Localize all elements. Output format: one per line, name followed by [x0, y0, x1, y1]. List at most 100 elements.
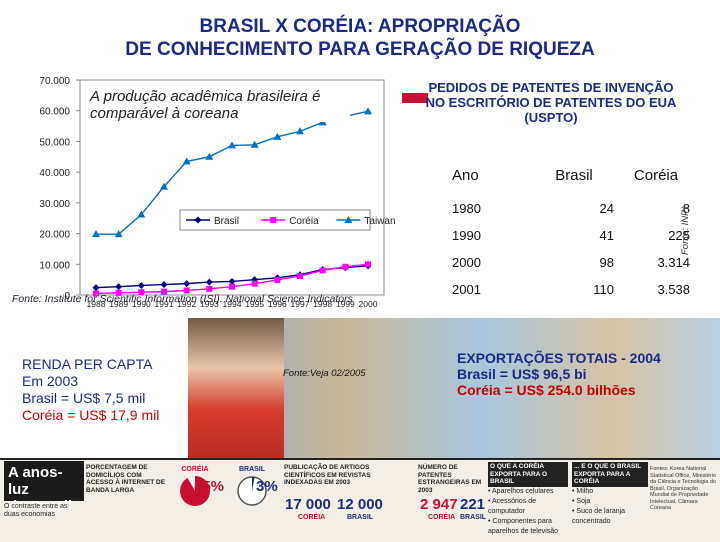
page-title-line-2: DE CONHECIMENTO PARA GERAÇÃO DE RIQUEZA — [125, 39, 595, 60]
data-point — [344, 216, 353, 223]
data-point — [229, 283, 235, 290]
x-tick-label: 1992 — [177, 299, 196, 309]
data-point — [296, 127, 304, 135]
brazil-exports-title: ... E O QUE O BRASIL EXPORTA PARA A CORÉ… — [572, 462, 648, 487]
x-tick-label: 1993 — [200, 299, 219, 309]
broadband-brasil-value: 3% — [256, 478, 278, 495]
list-item-label: Milho — [576, 487, 594, 495]
patents-count-label-1: CORÉIA — [428, 514, 456, 521]
x-axis: 1988 1989 1990 1991 1992 1993 1994 1995 1996 1997… — [87, 299, 378, 309]
brasil-cell: 110 — [593, 282, 614, 297]
legend-label: Brasil — [214, 216, 239, 227]
articles-coreia-label: CORÉIA — [298, 514, 326, 521]
data-point — [160, 281, 168, 289]
y-tick-label: 30.000 — [39, 199, 70, 210]
y-tick-label: 50.000 — [39, 137, 70, 148]
infographic-headline: A anos-luz do Brasil — [4, 461, 84, 515]
y-tick-label: 0 — [64, 291, 70, 302]
list-item-label: Soja — [576, 497, 591, 505]
coreia-pie-icon — [180, 476, 210, 506]
y-tick-label: 10.000 — [39, 260, 70, 271]
articles-coreia-value: 17 000 — [285, 496, 331, 513]
income-title: RENDA PER CAPTA — [22, 356, 153, 372]
bullet-icon: • — [572, 497, 577, 505]
legend-item: Taiwan — [336, 216, 396, 227]
broadband-coreia-value: 85% — [194, 478, 225, 495]
list-item: • Milho — [572, 487, 648, 497]
income-brasil: Brasil = US$ 7,5 mil — [22, 390, 146, 406]
articles-title: PUBLICAÇÃO DE ARTIGOS CIENTÍFICOS EM REV… — [284, 464, 371, 486]
x-tick-label: 1991 — [155, 299, 174, 309]
list-item: • Acessórios de computador — [488, 497, 568, 517]
coreia-cell: 3.314 — [657, 255, 690, 270]
articles-brasil-value: 12 000 — [337, 496, 383, 513]
data-point — [194, 216, 202, 224]
x-tick-label: 1999 — [336, 299, 355, 309]
exports-block: EXPORTAÇÕES TOTAIS - 2004 Brasil = US$ 9… — [457, 350, 661, 398]
data-point — [92, 230, 100, 238]
data-point — [250, 140, 259, 148]
data-point — [273, 132, 282, 140]
bullet-icon: • — [572, 507, 577, 515]
list-item: • Aparelhos celulares — [488, 487, 568, 497]
table-row: 1990 41 225 — [430, 223, 692, 250]
year-cell: 1990 — [452, 228, 481, 243]
headline-line-1: A anos-luz — [8, 464, 63, 498]
column-header: Brasil — [555, 167, 593, 184]
column-header: Ano — [452, 167, 479, 184]
data-point — [161, 288, 167, 295]
x-tick-label: 1998 — [313, 299, 332, 309]
data-point — [92, 284, 100, 292]
brazil-exports-block: ... E O QUE O BRASIL EXPORTA PARA A CORÉ… — [572, 462, 648, 527]
coreia-cell: 225 — [668, 228, 690, 243]
broadband-brasil: BRASIL — [226, 466, 278, 514]
coreia-cell: 8 — [682, 201, 690, 216]
uspto-title: PEDIDOS DE PATENTES DE INVENÇÃO NO ESCRI… — [425, 80, 677, 125]
x-tick-label: 2000 — [359, 299, 378, 309]
y-axis: 0 10.000 20.000 30.000 40.000 50.000 60.000 70.… — [39, 76, 80, 302]
data-point — [183, 287, 190, 294]
bullet-icon: • — [488, 517, 493, 525]
chart-source: Fonte: Institute for Scientific Informat… — [12, 293, 353, 305]
broadband-coreia: CORÉIA — [166, 466, 224, 514]
legend-item: Coréia — [261, 216, 319, 227]
exports-coreia: Coréia = US$ 254.0 bilhões — [457, 382, 636, 398]
veja-source: Fonte:Veja 02/2005 — [283, 368, 366, 379]
student-photo — [188, 318, 284, 460]
list-item: • Componentes para aparelhos de televisã… — [488, 517, 568, 537]
brasil-cell: 24 — [599, 201, 614, 216]
data-point — [206, 285, 213, 292]
data-point — [319, 267, 326, 274]
list-item-label: Acessórios de computador — [488, 497, 536, 515]
patents-table: Ano Brasil Coréia 1980 24 8 1990 41 225 … — [430, 163, 692, 304]
exports-title: EXPORTAÇÕES TOTAIS - 2004 — [457, 350, 661, 366]
chart-title: A produção acadêmica brasileira é compar… — [90, 88, 350, 122]
brasil-cell: 41 — [599, 228, 614, 243]
data-point — [138, 289, 145, 296]
data-point — [205, 152, 214, 160]
y-tick-label: 60.000 — [39, 107, 70, 118]
series-coria — [93, 261, 371, 297]
list-item: • Suco de laranja concentrado — [572, 507, 648, 527]
data-point — [205, 278, 213, 286]
data-point — [251, 280, 258, 287]
data-point — [182, 157, 191, 165]
exports-brasil: Brasil = US$ 96,5 bi — [457, 366, 587, 382]
bullet-icon: • — [572, 487, 577, 495]
data-point — [183, 280, 191, 288]
page-title-line-1: BRASIL X CORÉIA: APROPRIAÇÃO — [199, 16, 521, 37]
infographic-sources: Fontes: Korea National Statistical Offic… — [650, 466, 716, 511]
broadband-block: PORCENTAGEM DE DOMICÍLIOS COM ACESSO À I… — [86, 464, 166, 494]
korea-exports-title: O QUE A CORÉIA EXPORTA PARA O BRASIL — [488, 462, 568, 487]
data-point — [228, 141, 236, 149]
x-tick-label: 1996 — [268, 299, 287, 309]
year-cell: 1980 — [452, 201, 481, 216]
articles-brasil-label: BRASIL — [347, 514, 374, 521]
table-row: 2000 98 3.314 — [430, 250, 692, 277]
data-point — [137, 281, 145, 289]
legend-label: Taiwan — [364, 216, 395, 227]
year-cell: 2001 — [452, 282, 481, 297]
articles-block: PUBLICAÇÃO DE ARTIGOS CIENTÍFICOS EM REV… — [284, 464, 384, 487]
bullet-icon: • — [488, 497, 493, 505]
data-point — [365, 261, 371, 268]
